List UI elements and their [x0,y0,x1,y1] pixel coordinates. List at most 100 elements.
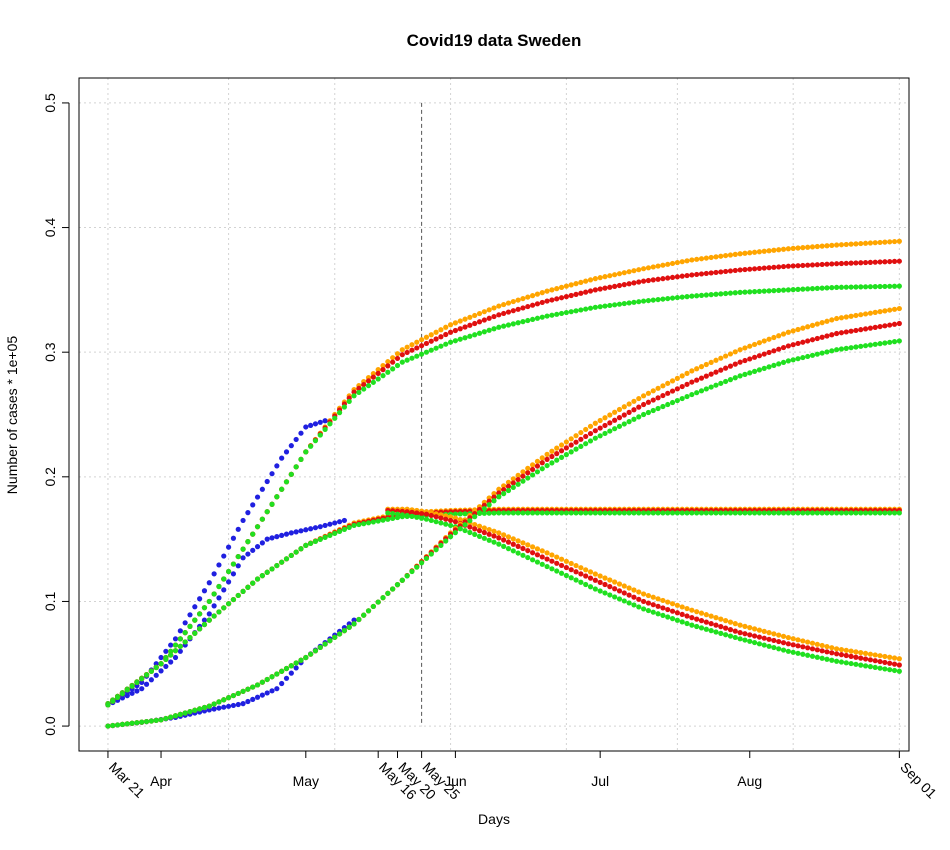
data-point [795,650,801,656]
data-point [554,296,560,302]
data-point [761,338,767,344]
data-point [669,510,676,516]
data-point [457,318,463,324]
data-point [491,305,497,311]
data-point [834,510,840,516]
data-point [558,448,565,454]
data-point [462,324,468,330]
data-point [887,307,893,313]
data-point [168,652,174,658]
data-point [293,665,299,671]
data-point [645,390,652,396]
data-point [805,262,811,268]
data-point [756,265,763,272]
data-point [587,288,594,294]
series-11 [385,507,902,668]
data-point [225,703,232,709]
data-point [780,510,787,516]
data-point [776,646,782,652]
data-point [809,286,816,292]
data-point [143,681,150,687]
data-point [751,633,758,639]
data-point [515,297,521,303]
data-point [520,305,526,311]
data-point [481,529,487,536]
data-point [602,415,608,421]
data-point [539,554,545,560]
data-point [727,268,734,274]
data-point [534,463,541,469]
data-point [308,443,314,449]
data-point [592,287,598,293]
data-point [636,510,642,516]
data-point [848,653,854,659]
data-point [824,333,830,339]
data-point [515,510,521,516]
data-point [264,536,270,542]
data-point [640,411,647,418]
data-point [568,309,574,315]
data-point [423,516,430,522]
data-point [597,433,603,439]
data-point [491,533,497,539]
data-point [525,465,531,471]
data-point [800,638,806,644]
data-point [597,286,603,292]
data-point [616,282,623,289]
data-point [549,287,555,293]
data-point [496,541,502,547]
data-point [771,247,777,253]
data-point [549,297,555,303]
data-point [674,274,680,280]
data-point [491,510,497,516]
data-point [563,564,569,571]
data-point [858,240,864,247]
data-point [163,715,169,722]
data-point [607,302,613,309]
data-point [216,595,222,601]
data-point [322,418,328,424]
data-point [525,547,531,554]
data-point [563,439,569,445]
data-point [645,592,652,599]
data-point [211,591,217,597]
data-point [829,332,835,338]
data-point [587,305,594,311]
data-point [539,548,545,554]
data-point [732,621,738,627]
data-point [766,630,772,636]
data-point [467,529,473,536]
data-point [795,286,801,292]
data-point [848,313,854,319]
data-point [491,494,497,500]
data-point [684,620,690,627]
data-point [124,693,130,699]
data-point [414,510,420,516]
data-point [645,265,652,271]
data-point [592,420,598,426]
data-point [303,527,309,533]
data-point [896,668,902,674]
data-point [650,609,656,615]
data-point [834,315,840,322]
data-point [756,288,763,294]
data-point [573,510,579,516]
data-point [640,591,647,597]
data-point [800,651,806,657]
data-point [723,618,729,624]
data-point [684,381,690,387]
data-point [862,510,869,516]
data-point [834,347,840,353]
data-point [843,345,849,351]
data-point [689,379,695,385]
data-point [891,321,898,327]
data-point [751,289,758,295]
data-point [486,315,492,321]
data-point [761,351,767,357]
data-point [332,415,338,421]
data-point [771,644,777,651]
data-point [274,494,280,500]
data-point [168,714,174,720]
data-point [809,640,816,646]
data-point [578,510,584,516]
